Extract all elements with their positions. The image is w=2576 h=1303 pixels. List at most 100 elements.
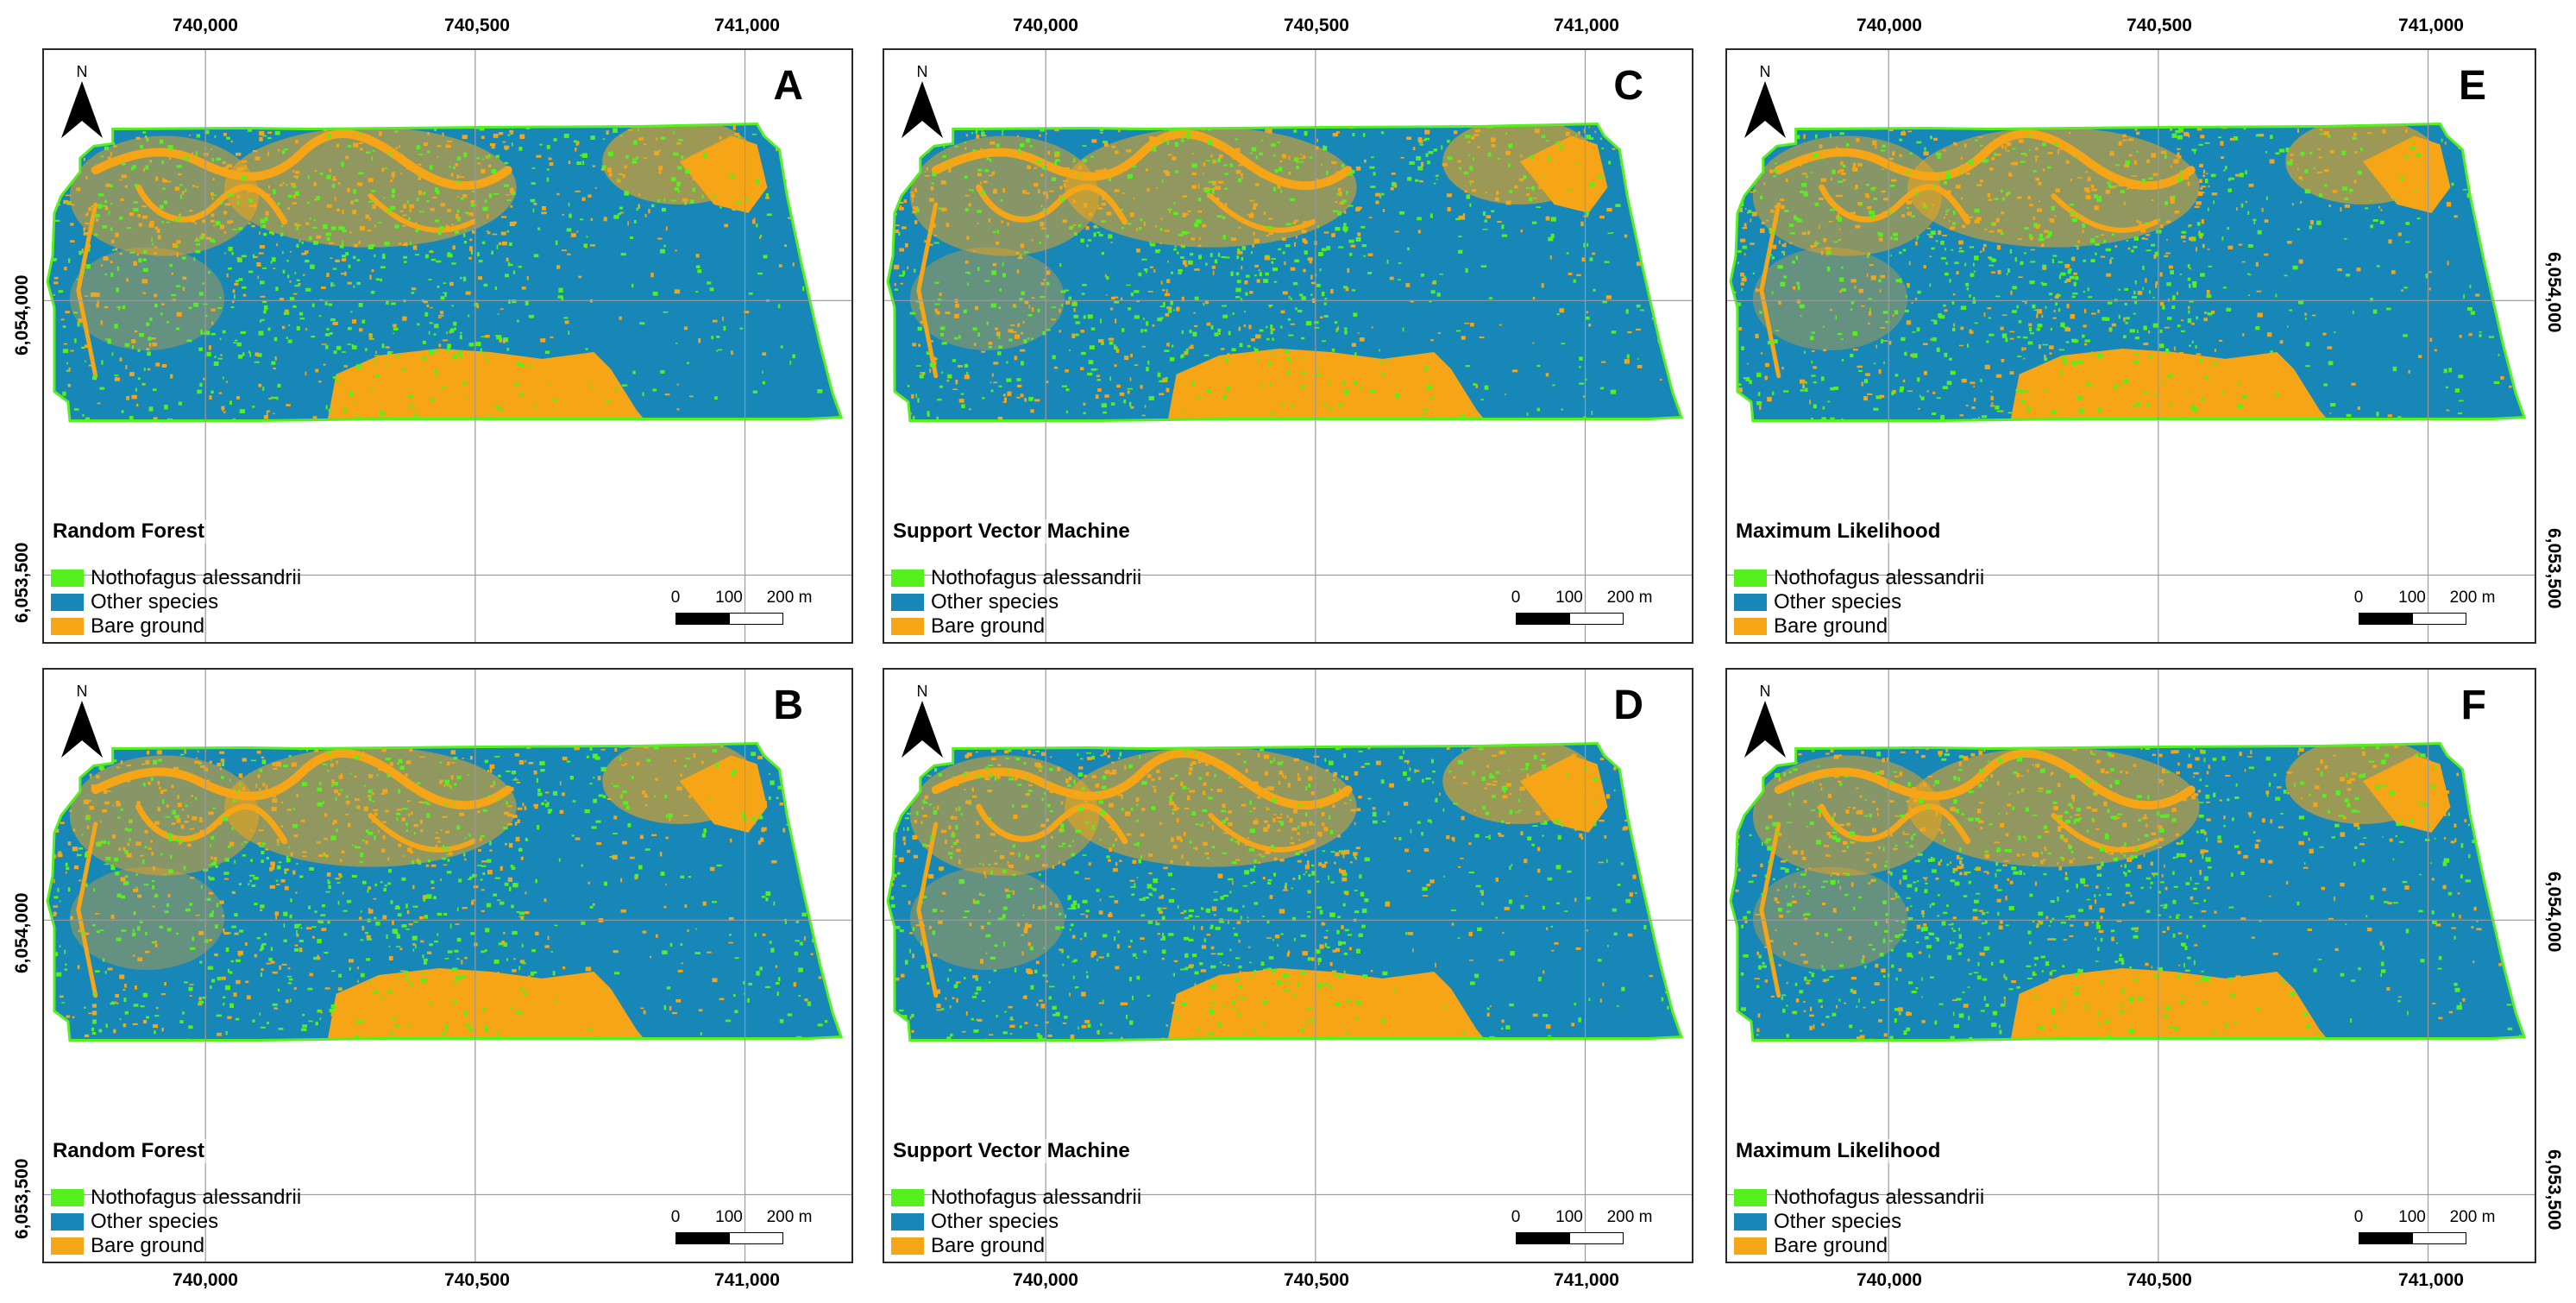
method-title: Random Forest [51, 519, 207, 544]
scale-label: 0 [2353, 589, 2364, 607]
north-arrow: N [896, 683, 948, 771]
method-title: Maximum Likelihood [1734, 519, 1943, 544]
legend-item-other-species: Other species [891, 590, 1141, 614]
scale-segment-white [1569, 613, 1624, 625]
north-arrow: N [56, 64, 108, 152]
method-title: Maximum Likelihood [1734, 1139, 1943, 1163]
scale-segment-black [2359, 1232, 2413, 1244]
scale-label: 0 [2353, 1208, 2364, 1226]
scale-label: 100 [1555, 589, 1583, 607]
legend-label: Nothofagus alessandrii [1774, 566, 1985, 589]
scale-label: 200 m [1606, 589, 1653, 607]
legend-item-bare-ground: Bare ground [51, 614, 301, 639]
legend: Nothofagus alessandrii Other species Bar… [51, 566, 301, 639]
legend-label: Nothofagus alessandrii [1774, 1186, 1985, 1209]
scale-label: 0 [1511, 589, 1521, 607]
x-tick-label: 741,000 [2398, 1270, 2464, 1290]
legend-label: Other species [931, 1210, 1059, 1233]
legend: Nothofagus alessandrii Other species Bar… [51, 1186, 301, 1258]
legend-item-nothofagus: Nothofagus alessandrii [51, 1186, 301, 1210]
panel-letter: B [773, 683, 803, 728]
legend-item-bare-ground: Bare ground [891, 614, 1141, 639]
x-tick-label: 740,000 [1013, 16, 1078, 35]
x-tick-label: 740,000 [1013, 1270, 1078, 1290]
map-panel-a: N A Random Forest Nothofagus alessandrii… [42, 48, 853, 644]
legend-item-nothofagus: Nothofagus alessandrii [891, 566, 1141, 590]
scale-segment-white [1569, 1232, 1624, 1244]
scale-segment-black [675, 613, 730, 625]
legend-label: Nothofagus alessandrii [91, 1186, 302, 1209]
north-arrow: N [56, 683, 108, 771]
scale-label: 0 [1511, 1208, 1521, 1226]
legend-swatch [51, 1213, 84, 1231]
north-arrow: N [1739, 683, 1791, 771]
map-grid [1727, 50, 2535, 642]
scale-label: 100 [2398, 589, 2426, 607]
legend-swatch [1734, 1189, 1767, 1206]
scale-label: 200 m [2449, 589, 2496, 607]
method-title: Support Vector Machine [891, 1139, 1132, 1163]
legend: Nothofagus alessandrii Other species Bar… [1734, 1186, 1984, 1258]
legend-swatch [1734, 1213, 1767, 1231]
legend-label: Bare ground [91, 614, 205, 638]
classification-map [44, 670, 851, 1262]
map-panel-c: N C Support Vector Machine Nothofagus al… [883, 48, 1693, 644]
scale-label: 200 m [766, 1208, 813, 1226]
legend-label: Bare ground [91, 1234, 205, 1257]
x-tick-label: 740,000 [173, 1270, 238, 1290]
scale-bar: 0 100 200 m [667, 1208, 851, 1255]
y-tick-label: 6,054,000 [12, 274, 32, 356]
x-tick-label: 740,500 [1284, 16, 1349, 35]
classification-map [884, 50, 1692, 642]
scale-bar: 0 100 200 m [667, 589, 851, 635]
legend-item-nothofagus: Nothofagus alessandrii [1734, 566, 1984, 590]
north-label: N [76, 63, 88, 80]
x-tick-label: 740,500 [444, 1270, 510, 1290]
y-tick-label: 6,053,500 [12, 1158, 32, 1239]
legend-swatch [1734, 1237, 1767, 1255]
north-arrow-icon [1744, 81, 1786, 138]
scale-segment-black [1516, 1232, 1570, 1244]
legend-label: Other species [1774, 1210, 1902, 1233]
scale-segment-black [1516, 613, 1570, 625]
y-tick-label: 6,054,000 [12, 892, 32, 973]
x-tick-label: 741,000 [2398, 16, 2464, 35]
legend-label: Other species [91, 1210, 219, 1233]
scale-segment-white [2412, 1232, 2466, 1244]
y-tick-label: 6,054,000 [2544, 872, 2564, 953]
scale-bar: 0 100 200 m [2350, 1208, 2535, 1255]
x-tick-label: 740,500 [1284, 1270, 1349, 1290]
y-tick-label: 6,054,000 [2544, 252, 2564, 333]
scale-segment-black [675, 1232, 730, 1244]
legend-swatch [1734, 570, 1767, 587]
y-tick-label: 6,053,500 [2544, 1149, 2564, 1231]
scale-label: 100 [2398, 1208, 2426, 1226]
classification-map [1727, 670, 2535, 1262]
legend-item-other-species: Other species [51, 590, 301, 614]
north-label: N [1759, 63, 1771, 80]
legend-label: Bare ground [931, 1234, 1046, 1257]
scale-segment-white [2412, 613, 2466, 625]
x-tick-label: 741,000 [714, 1270, 780, 1290]
x-tick-label: 741,000 [1554, 16, 1619, 35]
legend-label: Bare ground [931, 614, 1046, 638]
panel-letter: F [2460, 683, 2486, 728]
legend-label: Nothofagus alessandrii [91, 566, 302, 589]
north-arrow-icon [902, 81, 943, 138]
scale-label: 0 [670, 1208, 681, 1226]
legend-item-other-species: Other species [1734, 1210, 1984, 1234]
legend-swatch [891, 618, 924, 635]
classification-map [44, 50, 851, 642]
x-tick-label: 741,000 [714, 16, 780, 35]
map-grid [44, 670, 851, 1262]
y-tick-label: 6,053,500 [2544, 528, 2564, 609]
scale-label: 100 [715, 589, 743, 607]
map-panel-f: N F Maximum Likelihood Nothofagus alessa… [1725, 668, 2536, 1263]
x-tick-label: 741,000 [1554, 1270, 1619, 1290]
legend-item-nothofagus: Nothofagus alessandrii [51, 566, 301, 590]
legend-label: Other species [1774, 590, 1902, 614]
x-tick-label: 740,500 [444, 16, 510, 35]
panel-letter: C [1613, 63, 1643, 109]
north-arrow-icon [61, 81, 103, 138]
map-panel-b: N B Random Forest Nothofagus alessandrii… [42, 668, 853, 1263]
